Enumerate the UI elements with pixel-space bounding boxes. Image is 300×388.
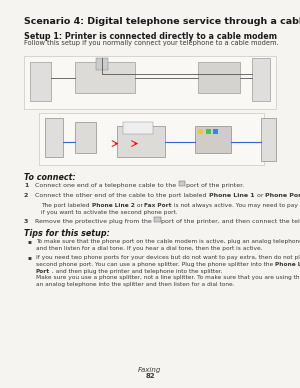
Bar [75, 122, 96, 153]
Text: and then listen for a dial tone. If you hear a dial tone, then the port is activ: and then listen for a dial tone. If you … [36, 246, 262, 251]
Bar [24, 56, 276, 109]
Bar [75, 62, 135, 93]
Text: Connect the other end of the cable to the port labeled: Connect the other end of the cable to th… [35, 193, 209, 198]
Text: Tips for this setup:: Tips for this setup: [24, 229, 110, 238]
Text: Phone Port: Phone Port [265, 193, 300, 198]
Text: If you need two phone ports for your devices but do not want to pay extra, then : If you need two phone ports for your dev… [36, 255, 300, 260]
Text: port of the printer.: port of the printer. [186, 183, 244, 188]
Text: Connect one end of a telephone cable to the: Connect one end of a telephone cable to … [35, 183, 178, 188]
Text: 82: 82 [145, 373, 155, 379]
Text: Remove the protective plug from the: Remove the protective plug from the [35, 219, 154, 224]
Text: 1: 1 [24, 183, 28, 188]
Text: ▪: ▪ [27, 239, 31, 244]
Text: The port labeled: The port labeled [41, 203, 92, 208]
Bar [195, 126, 231, 153]
Text: is not always active. You may need to pay extra to your cable provider: is not always active. You may need to pa… [172, 203, 300, 208]
Text: Phone Line 1: Phone Line 1 [209, 193, 254, 198]
Text: Setup 1: Printer is connected directly to a cable modem: Setup 1: Printer is connected directly t… [24, 32, 277, 41]
Bar [117, 126, 165, 157]
Bar [45, 118, 63, 157]
Text: Make sure you use a phone splitter, not a line splitter. To make sure that you a: Make sure you use a phone splitter, not … [36, 275, 300, 281]
Text: To make sure that the phone port on the cable modem is active, plug an analog te: To make sure that the phone port on the … [36, 239, 300, 244]
Text: Scenario 4: Digital telephone service through a cable provider: Scenario 4: Digital telephone service th… [24, 17, 300, 26]
Bar [206, 129, 211, 134]
Bar [30, 62, 51, 101]
Text: Port: Port [36, 269, 50, 274]
Text: ▪: ▪ [27, 255, 31, 260]
Text: an analog telephone into the splitter and then listen for a dial tone.: an analog telephone into the splitter an… [36, 282, 235, 288]
Text: if you want to activate the second phone port.: if you want to activate the second phone… [41, 210, 178, 215]
Text: or: or [254, 193, 265, 198]
Text: 2: 2 [24, 193, 28, 198]
Text: Fax Port: Fax Port [144, 203, 172, 208]
Bar [154, 217, 161, 222]
Text: Follow this setup if you normally connect your telephone to a cable modem.: Follow this setup if you normally connec… [24, 40, 279, 45]
Text: To connect:: To connect: [24, 173, 76, 182]
Text: Phone Line 1: Phone Line 1 [275, 262, 300, 267]
Text: 3: 3 [24, 219, 28, 224]
Bar [39, 113, 264, 165]
Bar [178, 181, 185, 186]
Text: , and then plug the printer and telephone into the splitter.: , and then plug the printer and telephon… [50, 269, 223, 274]
Text: port of the printer, and then connect the telephone to the port.: port of the printer, and then connect th… [161, 219, 300, 224]
Bar [213, 129, 218, 134]
Bar [123, 122, 153, 134]
Bar [261, 118, 276, 161]
Text: Phone Line 2: Phone Line 2 [92, 203, 135, 208]
Bar [198, 129, 203, 134]
Text: or: or [135, 203, 144, 208]
Bar [96, 58, 108, 70]
Text: Connect one end of a telephone cable to the: Connect one end of a telephone cable to … [35, 183, 178, 188]
Bar [252, 58, 270, 101]
Text: second phone port. You can use a phone splitter. Plug the phone splitter into th: second phone port. You can use a phone s… [36, 262, 275, 267]
Bar [198, 62, 240, 93]
Text: Faxing: Faxing [138, 367, 162, 372]
